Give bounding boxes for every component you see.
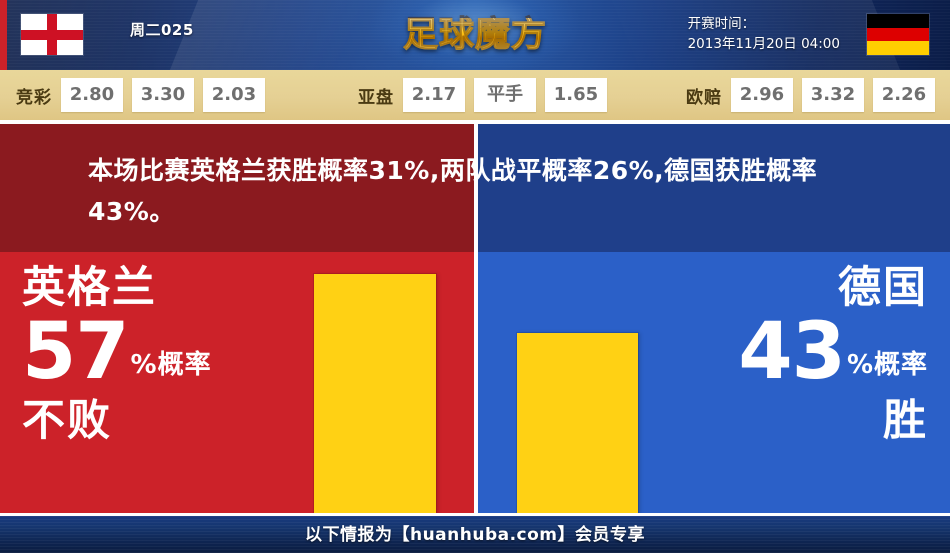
probability-summary-banner: 本场比赛英格兰获胜概率31%,两队战平概率26%,德国获胜概率43%。 (0, 124, 950, 252)
odds-group-european-odds: 欧赔 2.96 3.32 2.26 (686, 70, 944, 120)
odds-cell-away[interactable]: 2.03 (203, 78, 265, 112)
footer-bar (0, 516, 950, 553)
footer-top-divider (0, 513, 950, 516)
odds-cell-away[interactable]: 1.65 (545, 78, 607, 112)
kickoff-label: 开赛时间： (687, 16, 756, 32)
odds-group-label: 亚盘 (358, 87, 394, 108)
site-logo[interactable]: 足球魔方 (390, 10, 560, 60)
team-comparison-panels: 英格兰 57 %概率 不败 德国 43 %概率 胜 (0, 252, 950, 516)
odds-bar: 竞彩 2.80 3.30 2.03 亚盘 2.17 平手 1.65 欧赔 2.9… (0, 70, 950, 120)
away-probability-value: 43 (738, 307, 846, 397)
kickoff-info: 开赛时间： 2013年11月20日 04:00 (688, 14, 840, 54)
banner-left-half (0, 124, 474, 252)
germany-flag-red-band (867, 27, 929, 42)
header-bar (0, 0, 950, 70)
home-probability-bar (314, 274, 436, 516)
site-logo-text: 足球魔方 (402, 14, 547, 55)
england-flag-cross-horizontal (21, 29, 83, 40)
odds-cell-home[interactable]: 2.17 (403, 78, 465, 112)
banner-right-half (478, 124, 950, 252)
england-flag-icon (21, 14, 83, 55)
away-result-label: 胜 (883, 396, 928, 446)
home-team-stats: 英格兰 57 %概率 不败 (22, 262, 212, 446)
away-probability-suffix: %概率 (846, 350, 928, 380)
away-percent-row: 43 %概率 (738, 307, 928, 397)
panel-center-divider (474, 252, 478, 516)
odds-banner-divider (0, 120, 950, 124)
germany-flag-icon (867, 14, 929, 55)
home-probability-suffix: %概率 (130, 350, 212, 380)
kickoff-time: 2013年11月20日 04:00 (687, 36, 840, 52)
odds-group-label: 欧赔 (686, 87, 722, 108)
odds-cell-handicap[interactable]: 平手 (474, 78, 536, 112)
footer-membership-notice: 以下情报为【huanhuba.com】会员专享 (304, 525, 646, 545)
header-red-edge (0, 0, 7, 70)
odds-cell-draw[interactable]: 3.32 (802, 78, 864, 112)
home-result-label: 不败 (22, 396, 112, 446)
home-probability-value: 57 (22, 307, 130, 397)
odds-cell-home[interactable]: 2.96 (731, 78, 793, 112)
odds-cell-draw[interactable]: 3.30 (132, 78, 194, 112)
home-team-name: 英格兰 (22, 263, 157, 313)
odds-cell-away[interactable]: 2.26 (873, 78, 935, 112)
probability-summary-text: 本场比赛英格兰获胜概率31%,两队战平概率26%,德国获胜概率43%。 (88, 156, 818, 226)
odds-cell-home[interactable]: 2.80 (61, 78, 123, 112)
home-percent-row: 57 %概率 (22, 307, 212, 397)
away-team-name: 德国 (838, 263, 928, 313)
match-number: 周二025 (130, 21, 194, 39)
odds-group-label: 竞彩 (16, 87, 52, 108)
away-team-stats: 德国 43 %概率 胜 (738, 262, 928, 446)
banner-center-divider (474, 124, 478, 252)
germany-flag-gold-band (867, 41, 929, 55)
odds-group-asian-handicap: 亚盘 2.17 平手 1.65 (358, 70, 616, 120)
away-probability-bar (517, 333, 638, 516)
odds-group-jingcai: 竞彩 2.80 3.30 2.03 (16, 70, 274, 120)
